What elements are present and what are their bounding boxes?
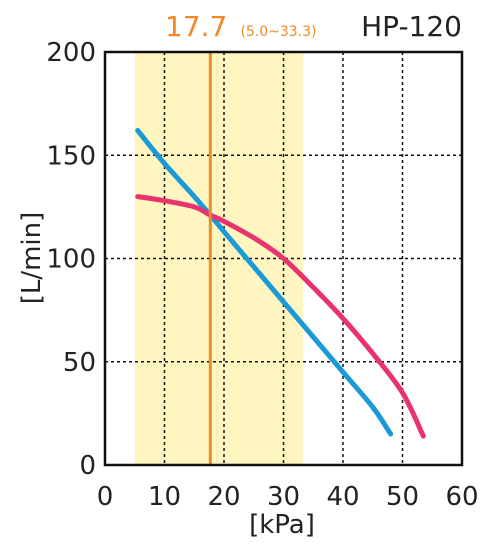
chart-title: HP-120 — [361, 10, 462, 43]
y-tick-label: 0 — [79, 451, 96, 481]
series-line-2 — [135, 194, 426, 439]
plot-frame — [103, 50, 464, 467]
x-tick-label: 30 — [267, 482, 300, 512]
y-tick-label: 100 — [46, 245, 96, 275]
y-tick-label: 50 — [63, 348, 96, 378]
x-tick-label: 20 — [207, 482, 240, 512]
x-tick-label: 40 — [326, 482, 359, 512]
operating-range-label: (5.0~33.3) — [240, 24, 316, 40]
operating-point-value: 17.7 — [165, 10, 227, 43]
y-axis-label: [L/min] — [17, 212, 47, 305]
x-axis-label: [kPa] — [249, 510, 315, 540]
x-tick-label: 0 — [97, 482, 114, 512]
series-line-1 — [135, 128, 394, 437]
x-tick-label: 10 — [148, 482, 181, 512]
y-tick-label: 150 — [46, 141, 96, 171]
y-tick-label: 200 — [46, 38, 96, 68]
x-tick-label: 50 — [386, 482, 419, 512]
x-tick-label: 60 — [445, 482, 478, 512]
operating-point-label: 17.7 (5.0~33.3) — [165, 10, 317, 43]
